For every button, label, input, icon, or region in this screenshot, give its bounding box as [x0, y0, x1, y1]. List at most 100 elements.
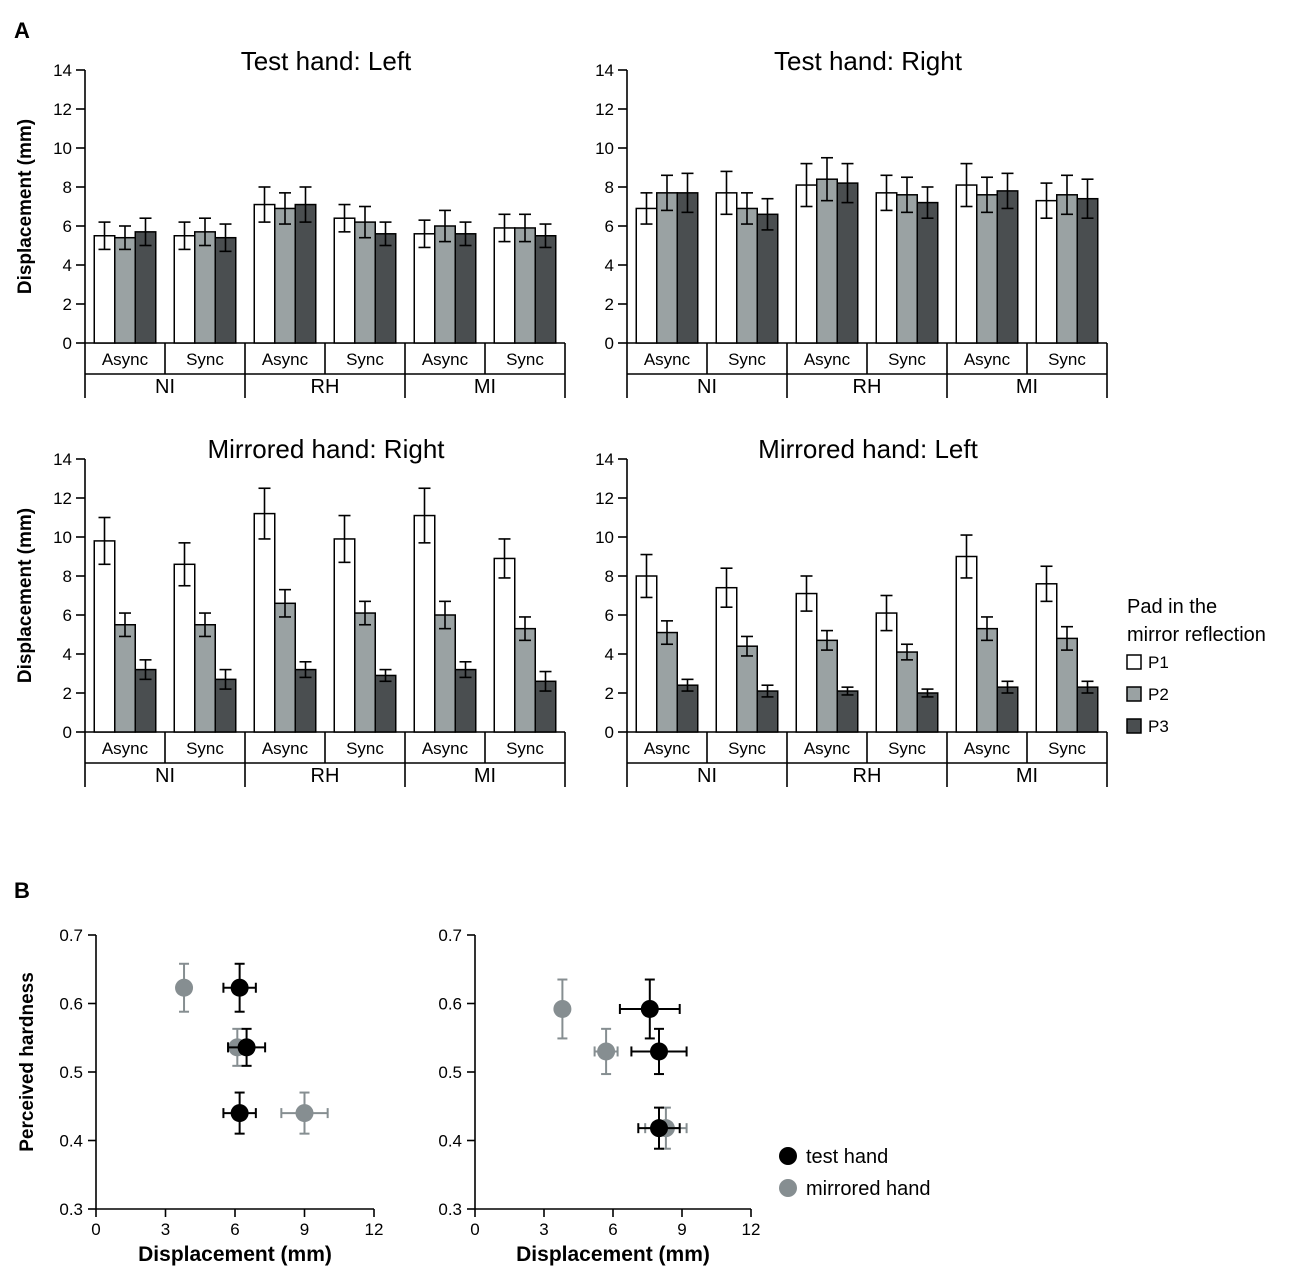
point-mirrored-hand	[175, 978, 194, 997]
legend-label-test-hand: test hand	[806, 1146, 888, 1168]
point-test-hand	[230, 978, 249, 997]
bar-p3	[676, 192, 699, 344]
bar-p1	[715, 586, 738, 733]
bar-p1	[93, 235, 116, 344]
y-tick-label: 2	[63, 295, 72, 314]
x-tick-label: 0	[91, 1220, 100, 1239]
subgroup-label-async: Async	[964, 350, 1011, 369]
bar-p2	[976, 627, 998, 733]
group-label-mi: MI	[1016, 376, 1038, 398]
point-test-hand	[650, 1042, 668, 1061]
subgroup-label-async: Async	[102, 350, 149, 369]
y-tick-label: 6	[605, 606, 614, 625]
scatter-chart-1: 0.3 0.4 0.5 0.6 0.7 0 3 6 9 12 Displacement (mm) Pe…	[17, 926, 383, 1266]
y-tick-label: 8	[63, 567, 72, 586]
legend-swatch-p1	[1126, 654, 1142, 670]
group-label-mi: MI	[474, 376, 496, 398]
bar-p1	[493, 557, 516, 733]
point-test-hand	[650, 1119, 668, 1138]
y-tick-label: 14	[53, 450, 72, 469]
y-axis-label: Displacement (mm)	[15, 508, 36, 683]
point-mirrored-hand	[553, 999, 572, 1018]
bar-p3	[294, 668, 317, 733]
point-test-hand	[237, 1038, 256, 1057]
subgroup-label-sync: Sync	[186, 739, 224, 758]
y-tick-label: 0	[605, 723, 614, 742]
y-tick-label: 0.6	[59, 995, 83, 1014]
subgroup-label-sync: Sync	[1048, 739, 1086, 758]
y-tick-label: 0.3	[59, 1200, 83, 1219]
y-tick-label: 12	[53, 100, 72, 119]
bar-p2	[736, 207, 758, 344]
bar-p1	[1035, 583, 1058, 733]
bar-p2	[1056, 637, 1078, 733]
subgroup-label-async: Async	[804, 739, 851, 758]
legend-dot-test-hand	[779, 1147, 797, 1165]
group-label-ni: NI	[155, 376, 175, 398]
bar-p3	[836, 690, 859, 733]
y-tick-label: 0.3	[438, 1200, 462, 1219]
y-tick-label: 0.5	[438, 1063, 462, 1082]
bar-p2	[816, 639, 838, 733]
bar-p3	[1076, 197, 1099, 344]
bar-p2	[274, 602, 296, 733]
bar-p1	[93, 540, 116, 733]
legend-label-mirrored-hand: mirrored hand	[806, 1178, 931, 1200]
chart-title: Mirrored hand: Right	[208, 434, 446, 464]
pad-legend: Pad in the mirror reflection P1 P2 P3	[1126, 596, 1266, 736]
group-label-ni: NI	[155, 765, 175, 787]
y-tick-label: 6	[63, 606, 72, 625]
y-tick-label: 6	[605, 217, 614, 236]
bar-p2	[114, 624, 136, 733]
y-tick-label: 0	[605, 334, 614, 353]
bar-p1	[253, 512, 276, 733]
x-tick-label: 6	[230, 1220, 239, 1239]
bar-p1	[635, 207, 658, 344]
bar-p2	[354, 221, 376, 344]
bar-p2	[1056, 194, 1078, 344]
subgroup-label-sync: Sync	[1048, 350, 1086, 369]
bar-p3	[214, 236, 237, 344]
group-label-mi: MI	[474, 765, 496, 787]
bar-p2	[816, 178, 838, 344]
y-tick-label: 0.7	[438, 926, 462, 945]
y-tick-label: 12	[53, 489, 72, 508]
legend-swatch-p2	[1126, 686, 1142, 702]
bar-p3	[916, 201, 939, 344]
bar-p3	[454, 668, 477, 733]
y-tick-label: 2	[63, 684, 72, 703]
subgroup-label-async: Async	[422, 739, 469, 758]
chart-title: Test hand: Left	[241, 46, 412, 76]
bar-p1	[413, 514, 436, 733]
y-tick-label: 12	[595, 100, 614, 119]
bar-p1	[413, 233, 436, 344]
bar-p2	[656, 192, 678, 344]
x-tick-label: 9	[677, 1220, 686, 1239]
subgroup-label-async: Async	[262, 739, 309, 758]
y-tick-label: 6	[63, 217, 72, 236]
x-tick-label: 9	[300, 1220, 309, 1239]
bar-p2	[114, 236, 136, 344]
point-mirrored-hand	[295, 1104, 314, 1123]
bar-p1	[1035, 199, 1058, 344]
y-tick-label: 14	[595, 61, 614, 80]
y-tick-label: 8	[605, 178, 614, 197]
bar-p2	[354, 612, 376, 733]
x-tick-label: 6	[608, 1220, 617, 1239]
chart-title: Test hand: Right	[774, 46, 963, 76]
bar-p1	[955, 555, 978, 733]
y-tick-label: 2	[605, 295, 614, 314]
group-label-rh: RH	[311, 376, 340, 398]
subgroup-label-async: Async	[422, 350, 469, 369]
bar-p2	[434, 614, 456, 733]
point-test-hand	[230, 1104, 249, 1123]
bar-p3	[374, 233, 397, 344]
subgroup-label-sync: Sync	[346, 350, 384, 369]
subgroup-label-sync: Sync	[728, 350, 766, 369]
legend-swatch-p3	[1126, 718, 1142, 734]
y-tick-label: 10	[595, 139, 614, 158]
bar-p1	[715, 192, 738, 344]
y-tick-label: 10	[53, 139, 72, 158]
y-tick-label: 14	[595, 450, 614, 469]
y-tick-label: 4	[605, 645, 614, 664]
